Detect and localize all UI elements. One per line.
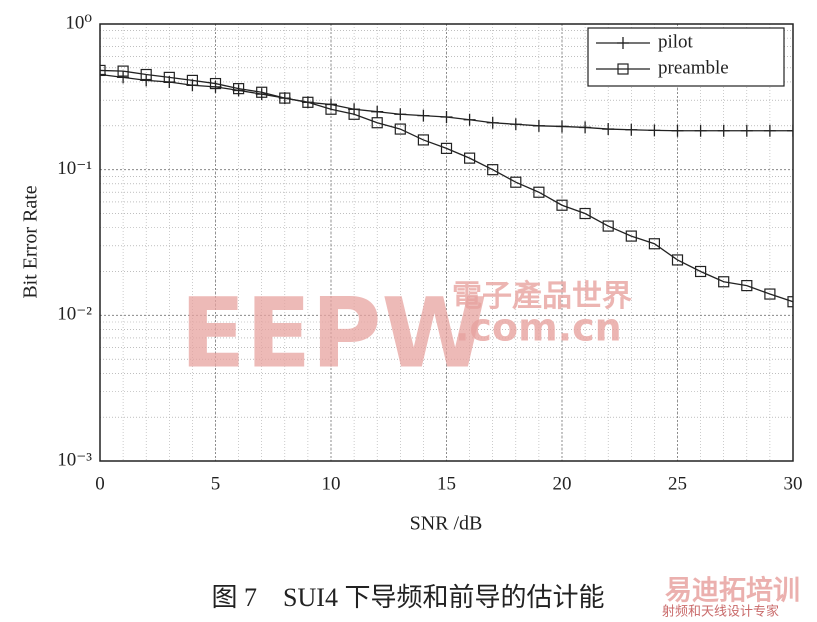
marker	[348, 108, 360, 120]
marker	[602, 123, 615, 136]
marker	[648, 124, 661, 137]
marker	[648, 238, 661, 250]
marker	[394, 123, 406, 135]
x-tick-label: 30	[784, 473, 803, 494]
marker	[325, 103, 337, 115]
marker	[509, 118, 522, 131]
marker	[532, 119, 545, 132]
legend-marker	[617, 37, 629, 49]
series-line	[100, 69, 793, 303]
marker	[602, 220, 614, 232]
marker	[209, 80, 222, 93]
plot-frame	[99, 23, 794, 462]
watermark: .com.cn	[455, 306, 622, 350]
marker	[279, 92, 291, 104]
y-tick-label: 10⁰	[65, 12, 92, 33]
marker	[463, 113, 476, 126]
marker	[694, 265, 707, 278]
marker	[464, 152, 476, 164]
marker	[302, 96, 314, 108]
x-tick-label: 15	[437, 473, 456, 494]
marker	[556, 120, 568, 133]
marker	[117, 65, 129, 77]
marker	[510, 176, 522, 188]
marker	[440, 142, 453, 154]
x-tick-label: 10	[322, 473, 341, 494]
marker	[740, 124, 753, 137]
marker	[486, 116, 499, 129]
marker	[140, 74, 153, 87]
marker	[671, 254, 684, 266]
watermark: 易迪拓培训	[665, 576, 800, 607]
marker	[117, 71, 130, 84]
marker	[579, 121, 592, 134]
plot	[100, 64, 793, 308]
marker	[625, 123, 638, 136]
y-tick-label: 10⁻¹	[57, 158, 92, 179]
marker	[100, 68, 106, 81]
y-tick-label: 10⁻³	[57, 449, 92, 470]
x-tick-label: 20	[553, 473, 572, 494]
watermark: EEPW	[180, 277, 487, 389]
marker	[787, 124, 793, 137]
marker	[417, 134, 429, 146]
marker	[256, 86, 268, 98]
marker	[764, 288, 776, 300]
marker	[718, 276, 730, 288]
marker	[417, 109, 430, 122]
legend-label: pilot	[658, 31, 694, 52]
watermark: 射频和天线设计专家	[662, 604, 779, 620]
x-tick-label: 25	[668, 473, 687, 494]
marker	[787, 296, 793, 308]
marker	[100, 64, 106, 77]
marker	[533, 186, 545, 198]
x-tick-label: 0	[95, 473, 105, 494]
grid	[99, 23, 794, 462]
marker	[487, 164, 499, 176]
marker	[186, 74, 198, 87]
marker	[741, 279, 753, 292]
legend-label: preamble	[658, 57, 729, 78]
watermark: 電子產品世界	[452, 279, 632, 314]
y-axis-title: Bit Error Rate	[20, 185, 42, 298]
x-axis-title: SNR /dB	[410, 513, 483, 535]
marker	[694, 124, 707, 137]
marker	[671, 124, 684, 137]
labels: SNR /dB Bit Error Rate 图 7 SUI4 下导频和前导的估…	[20, 12, 803, 612]
marker	[209, 77, 222, 90]
marker	[255, 88, 268, 101]
marker	[140, 68, 152, 81]
marker	[717, 124, 730, 137]
y-tick-label: 10⁻²	[57, 304, 92, 325]
marker	[233, 83, 245, 95]
marker	[394, 108, 407, 121]
marker	[625, 230, 637, 242]
marker	[371, 117, 383, 129]
marker	[232, 84, 245, 97]
legend-box	[587, 27, 785, 87]
marker	[579, 207, 591, 220]
marker	[440, 110, 453, 123]
legend-marker	[617, 63, 629, 75]
marker	[556, 199, 568, 211]
marker	[371, 105, 384, 118]
caption: 图 7 SUI4 下导频和前导的估计能	[212, 583, 605, 612]
x-tick-label: 5	[211, 473, 221, 494]
marker	[763, 124, 776, 137]
marker	[163, 71, 175, 83]
